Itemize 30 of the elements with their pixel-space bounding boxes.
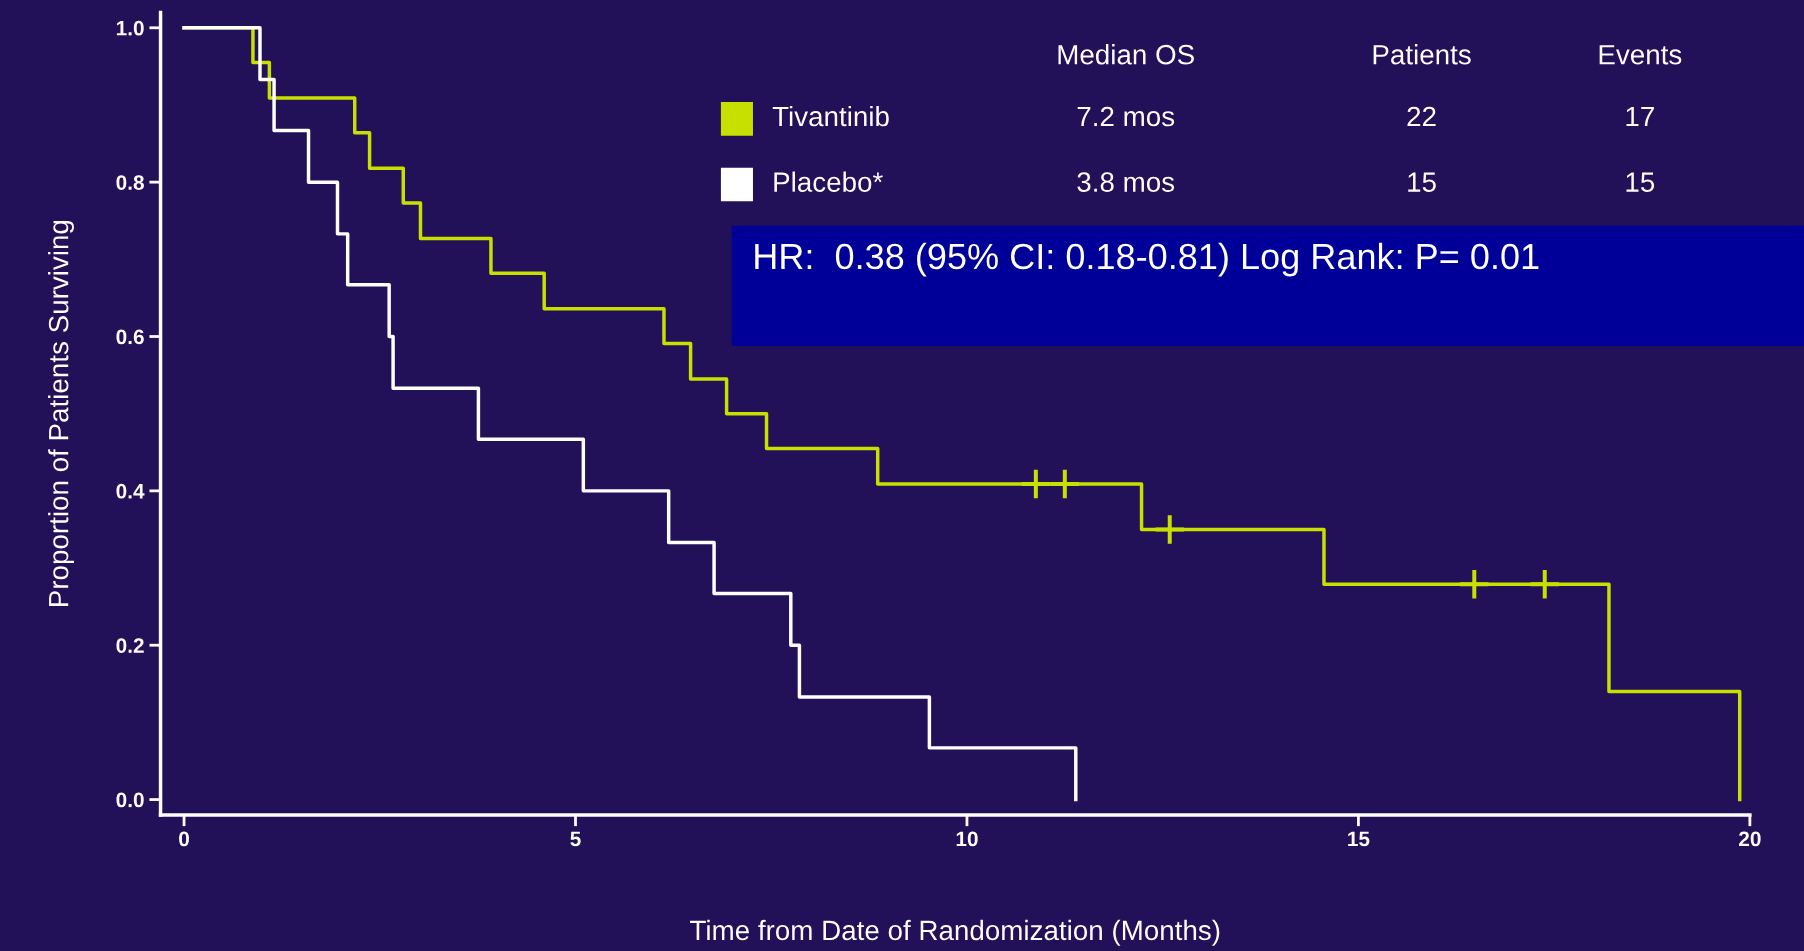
legend-label: Placebo* <box>774 171 883 192</box>
y-tick-label: 0.2 <box>116 638 144 653</box>
annotation: 3.8 mos <box>1077 172 1175 192</box>
annotation: Patients <box>1373 44 1471 65</box>
point <box>1021 469 1051 499</box>
annotation: 15 <box>1626 172 1655 192</box>
y-axis-title: Proportion of Patients Surviving <box>48 220 74 606</box>
x-axis-title: Time from Date of Randomization (Months) <box>690 919 1220 946</box>
x-tick-label: 20 <box>1739 831 1761 847</box>
annotation: 15 <box>1408 172 1436 192</box>
annotation: HR: 0.38 (95% CI: 0.18-0.81) Log Rank: P= 0.01 <box>755 242 1539 277</box>
x-tick-label: 5 <box>570 831 581 847</box>
x-tick-label: 10 <box>956 831 978 847</box>
legend-label: Tivantinib <box>772 105 889 127</box>
annotation: 7.2 mos <box>1077 106 1175 127</box>
x-tick-label: 0 <box>179 831 189 847</box>
y-tick-label: 1.0 <box>116 20 144 36</box>
point <box>1530 570 1559 599</box>
y-tick-label: 0.8 <box>116 175 144 190</box>
point <box>1050 469 1080 499</box>
point <box>1155 515 1184 544</box>
y-tick-label: 0.0 <box>116 792 144 808</box>
y-tick-label: 0.6 <box>116 329 144 345</box>
x-tick-label: 15 <box>1348 831 1370 847</box>
annotation: Median OS <box>1058 44 1194 65</box>
annotation: 22 <box>1407 106 1436 127</box>
annotation: 17 <box>1626 106 1654 127</box>
point <box>1460 570 1489 599</box>
annotation: Events <box>1599 45 1682 65</box>
y-tick-label: 0.4 <box>116 483 145 499</box>
